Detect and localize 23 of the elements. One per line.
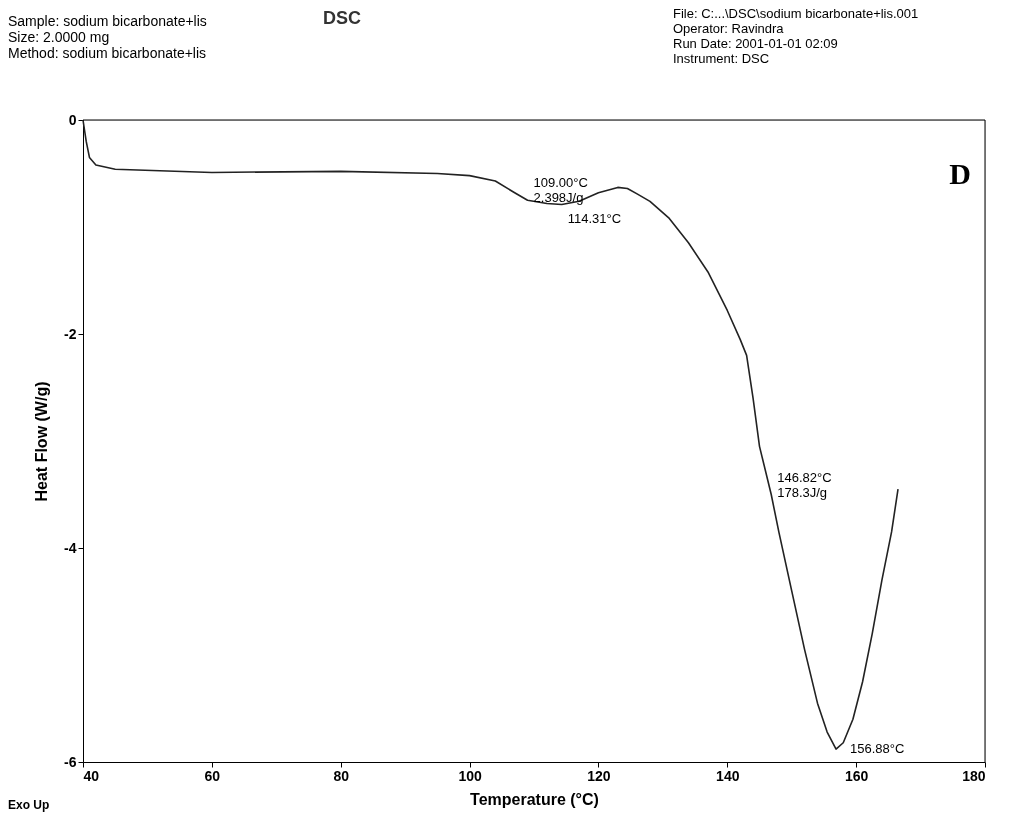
x-tick-label: 60: [204, 767, 221, 784]
x-tick-label: 100: [458, 767, 482, 784]
y-axis-title: Heat Flow (W/g): [33, 381, 51, 502]
x-tick-label: 120: [587, 767, 611, 784]
annotation: 109.00°C 2.398J/g: [533, 175, 588, 206]
annotation: D: [949, 157, 971, 190]
annotation: 114.31°C: [567, 210, 622, 226]
y-tick-label: -2: [64, 325, 77, 342]
x-tick-label: 140: [716, 767, 740, 784]
text: Exo Up: [8, 798, 50, 812]
chart-title: DSC: [323, 8, 362, 28]
x-tick-label: 180: [962, 767, 986, 784]
y-tick-label: 0: [68, 111, 77, 128]
x-tick-label: 80: [333, 767, 350, 784]
text: Sample: sodium bicarbonate+lis Size: 2.0000 mg Method: sodium bicarbonate+lis: [8, 13, 207, 61]
text: File: C:...\DSC\sodium bicarbonate+lis.001 Operator: Ravindra Run Date: 2001-01-01 02:09 Instrument: DSC: [673, 6, 919, 66]
y-tick-label: -6: [64, 753, 77, 770]
x-axis-title: Temperature (°C): [470, 790, 599, 808]
y-tick-label: -4: [64, 539, 77, 556]
x-tick-label: 160: [844, 767, 869, 784]
annotation: 156.88°C: [850, 741, 905, 757]
x-tick-label: 40: [83, 767, 100, 784]
annotation: 146.82°C 178.3J/g: [777, 469, 832, 500]
